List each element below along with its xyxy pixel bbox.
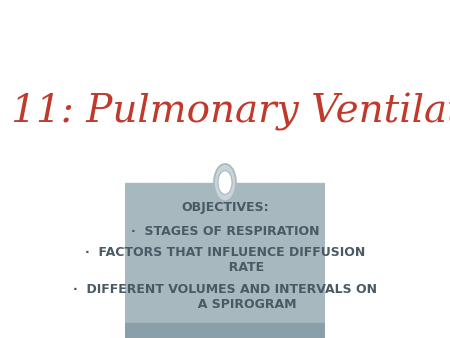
Bar (125, 183, 325, 323)
Bar (125, 323, 325, 338)
Text: ·  STAGES OF RESPIRATION: · STAGES OF RESPIRATION (131, 225, 319, 238)
Text: ·  DIFFERENT VOLUMES AND INTERVALS ON
          A SPIROGRAM: · DIFFERENT VOLUMES AND INTERVALS ON A S… (73, 284, 377, 311)
Bar (125, 0, 325, 183)
Text: ·  FACTORS THAT INFLUENCE DIFFUSION
          RATE: · FACTORS THAT INFLUENCE DIFFUSION RATE (85, 246, 365, 274)
Text: Lab 11: Pulmonary Ventilation: Lab 11: Pulmonary Ventilation (0, 93, 450, 130)
Circle shape (214, 164, 236, 201)
Circle shape (218, 171, 232, 194)
Text: OBJECTIVES:: OBJECTIVES: (181, 201, 269, 214)
